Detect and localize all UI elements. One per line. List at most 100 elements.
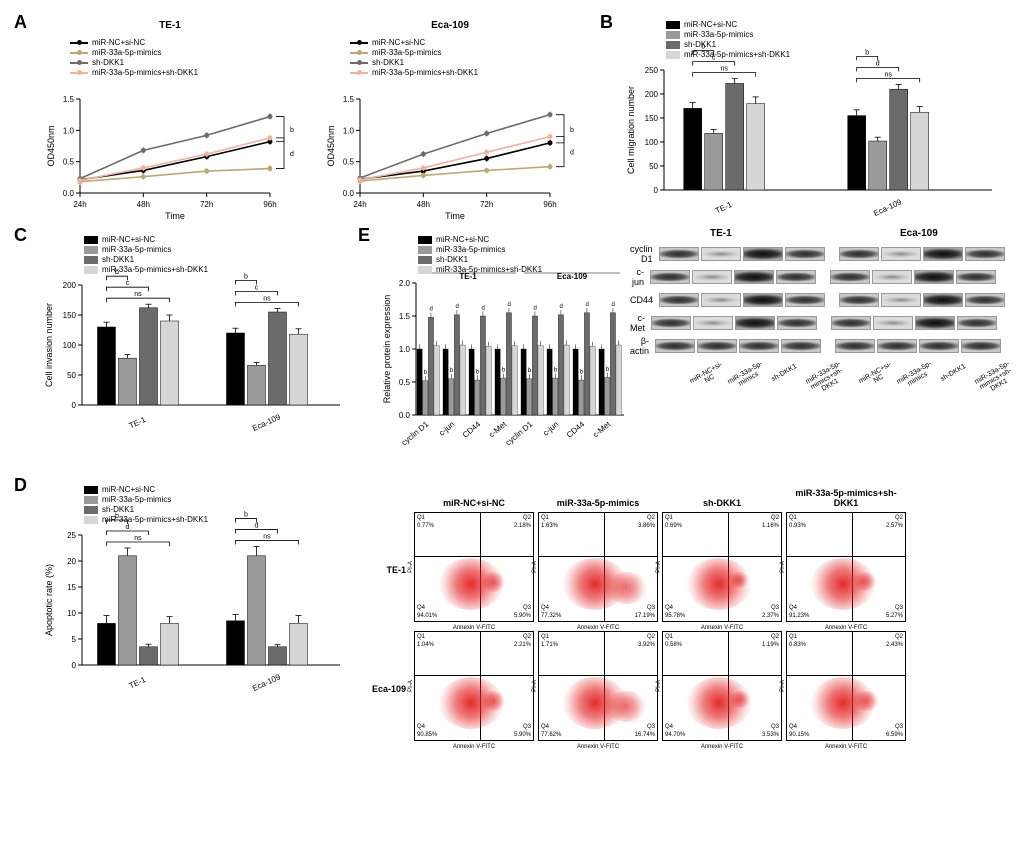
svg-text:50: 50: [649, 162, 658, 171]
legend-item: miR-33a-5p-mimics: [84, 245, 208, 254]
svg-text:b: b: [244, 511, 248, 518]
svg-text:5: 5: [72, 635, 77, 644]
svg-text:c-jun: c-jun: [541, 420, 560, 438]
svg-text:0.0: 0.0: [343, 189, 355, 198]
blot-band: [831, 316, 871, 330]
facs-quadrant-label: 1.63%: [541, 523, 558, 529]
legend-item: miR-33a-5p-mimics: [418, 245, 542, 254]
blot-band: [923, 247, 963, 261]
facs-quadrant-label: Q3: [771, 605, 779, 611]
svg-text:150: 150: [645, 114, 659, 123]
facs-quadrant-label: Q4: [541, 724, 549, 730]
facs-quadrant-label: Q1: [789, 515, 797, 521]
facs-quadrant-label: 0.69%: [665, 523, 682, 529]
facs-quadrant-label: 90.85%: [417, 732, 437, 738]
blot-eca-title: Eca-109: [900, 228, 938, 239]
facs-xaxis-label: Annexin V-FITC: [701, 744, 743, 750]
blot-band: [923, 293, 963, 307]
facs-quadrant-label: 1.16%: [762, 523, 779, 529]
facs-quadrant-label: 77.32%: [541, 613, 561, 619]
blot-lane-label: miR-33a-5p-mimics+sh-DKK1: [974, 360, 1018, 398]
blot-band: [956, 270, 996, 284]
svg-text:Eca-109: Eca-109: [251, 672, 282, 693]
legend-item: miR-33a-5p-mimics+sh-DKK1: [84, 265, 208, 274]
panel-c-label: C: [14, 225, 27, 246]
blot-band: [651, 316, 691, 330]
blot-band: [701, 293, 741, 307]
svg-text:50: 50: [67, 371, 76, 380]
facs-col-header: miR-33a-5p-mimics+sh-DKK1: [786, 488, 906, 508]
legend-item: miR-33a-5p-mimics: [84, 495, 208, 504]
panel-a-chart-2: Eca-109 miR-NC+si-NCmiR-33a-5p-mimicssh-…: [320, 20, 580, 210]
blot-lane-group: [651, 316, 817, 330]
svg-text:b: b: [244, 273, 248, 280]
blot-band: [873, 316, 913, 330]
facs-quadrant-label: 17.19%: [635, 613, 655, 619]
facs-plot: Q10.93%Q22.57%Q491.23%Q35.27%Annexin V-F…: [786, 512, 906, 622]
facs-col-header: sh-DKK1: [662, 498, 782, 508]
blot-band: [734, 270, 774, 284]
facs-quadrant-label: Q4: [417, 724, 425, 730]
panel-b-chart: miR-NC+si-NCmiR-33a-5p-mimicssh-DKK1miR-…: [620, 20, 1000, 220]
facs-row-header: Eca-109: [370, 684, 410, 694]
blot-band: [739, 339, 779, 353]
facs-yaxis-label: PI-A: [656, 680, 662, 692]
blot-lane-group: [835, 339, 1001, 353]
facs-col-header: miR-NC+si-NC: [414, 498, 534, 508]
facs-grid: miR-NC+si-NC miR-33a-5p-mimics sh-DKK1 miR-…: [370, 490, 906, 746]
svg-text:24h: 24h: [73, 200, 86, 209]
svg-text:c: c: [126, 280, 130, 287]
svg-text:CD44: CD44: [565, 419, 587, 439]
blot-band: [781, 339, 821, 353]
panel-c-chart: miR-NC+si-NCmiR-33a-5p-mimicssh-DKK1miR-…: [38, 235, 348, 435]
legend-item: sh-DKK1: [418, 255, 542, 264]
panel-b-label: B: [600, 12, 613, 33]
svg-text:200: 200: [63, 281, 77, 290]
svg-text:c-Met: c-Met: [487, 419, 509, 439]
facs-yaxis-label: PI-A: [780, 561, 786, 573]
panel-a-chart-1-title: TE-1: [40, 20, 300, 31]
svg-text:1.0: 1.0: [399, 345, 411, 354]
blot-band: [650, 270, 690, 284]
svg-text:10: 10: [67, 609, 76, 618]
svg-text:b: b: [528, 368, 532, 374]
facs-quadrant-label: 91.23%: [789, 613, 809, 619]
svg-text:d: d: [455, 304, 458, 310]
facs-quadrant-label: 0.58%: [665, 642, 682, 648]
blot-band: [872, 270, 912, 284]
svg-text:TE-1: TE-1: [714, 200, 734, 216]
panel-d-legend: miR-NC+si-NCmiR-33a-5p-mimicssh-DKK1miR-…: [84, 485, 208, 525]
svg-text:0.0: 0.0: [399, 411, 411, 420]
svg-text:b: b: [290, 127, 294, 134]
blot-band: [659, 247, 699, 261]
blot-band: [877, 339, 917, 353]
facs-quadrant-label: 6.59%: [886, 732, 903, 738]
facs-quadrant-label: Q1: [665, 634, 673, 640]
blot-lane-group: [659, 247, 825, 261]
panel-a-chart-1: TE-1 miR-NC+si-NCmiR-33a-5p-mimicssh-DKK…: [40, 20, 300, 210]
facs-quadrant-label: Q3: [771, 724, 779, 730]
svg-text:1.5: 1.5: [399, 312, 411, 321]
svg-text:20: 20: [67, 557, 76, 566]
svg-text:d: d: [570, 150, 574, 157]
facs-quadrant-label: 5.90%: [514, 613, 531, 619]
facs-quadrant-label: Q4: [789, 605, 797, 611]
facs-quadrant-label: Q1: [541, 515, 549, 521]
legend-item: miR-NC+si-NC: [418, 235, 542, 244]
facs-quadrant-label: Q4: [541, 605, 549, 611]
facs-quadrant-label: Q2: [771, 634, 779, 640]
blot-band: [743, 247, 783, 261]
blot-band: [785, 247, 825, 261]
blot-row: cyclin D1: [630, 244, 1010, 264]
svg-text:Eca-109: Eca-109: [557, 272, 588, 281]
svg-text:OD450nm: OD450nm: [326, 125, 336, 166]
blot-band: [961, 339, 1001, 353]
svg-text:OD450nm: OD450nm: [46, 125, 56, 166]
svg-text:b: b: [476, 369, 480, 375]
svg-text:cyclin D1: cyclin D1: [504, 419, 535, 447]
facs-xaxis-label: Annexin V-FITC: [453, 744, 495, 750]
svg-text:0: 0: [72, 401, 77, 410]
blot-band: [777, 316, 817, 330]
facs-col-header: miR-33a-5p-mimics: [538, 498, 658, 508]
facs-quadrant-label: 2.57%: [886, 523, 903, 529]
